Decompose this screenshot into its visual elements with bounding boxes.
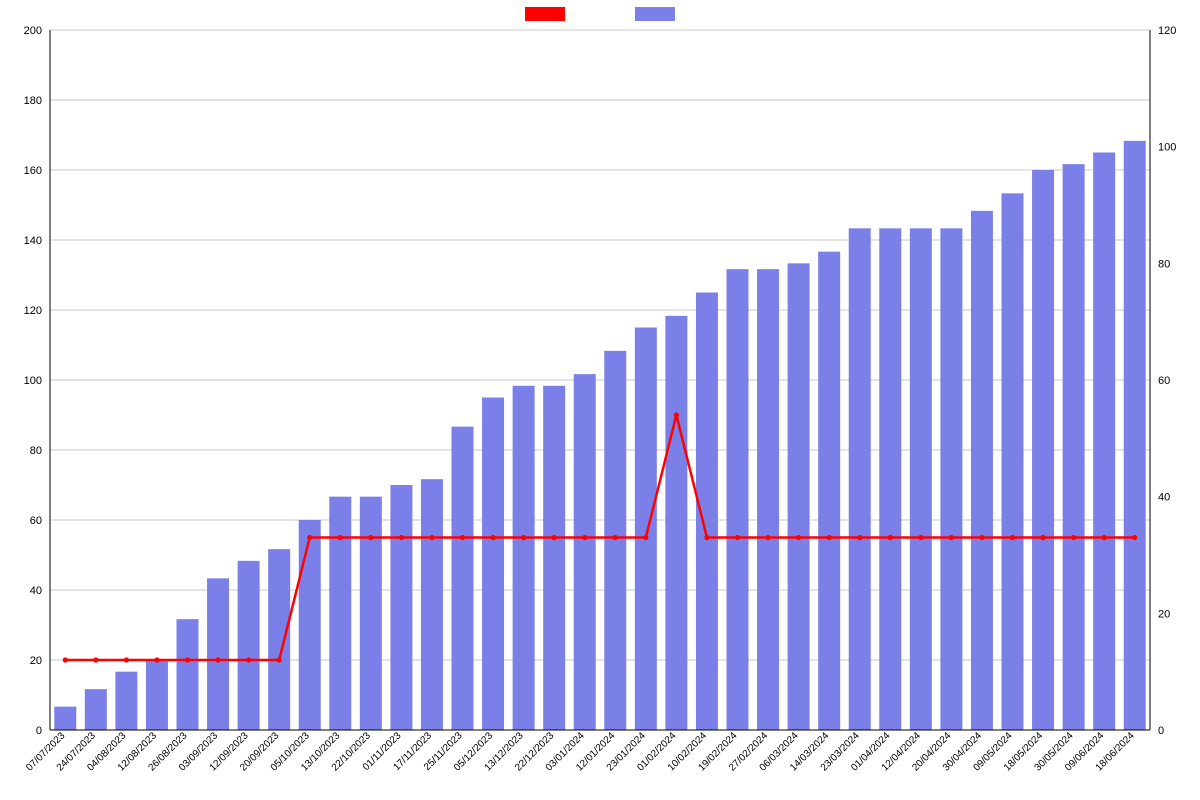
bar [879, 228, 901, 730]
y-right-tick-label: 40 [1158, 492, 1170, 504]
bar [1032, 170, 1054, 730]
bar [513, 386, 535, 730]
line-marker [552, 535, 557, 540]
line-marker [1102, 535, 1107, 540]
bar [727, 269, 749, 730]
line-marker [63, 657, 68, 662]
line-marker [338, 535, 343, 540]
line-marker [429, 535, 434, 540]
line-marker [1040, 535, 1045, 540]
y-right-tick-label: 20 [1158, 608, 1170, 620]
y-left-tick-label: 80 [30, 445, 42, 457]
y-right-tick-label: 60 [1158, 375, 1170, 387]
y-left-tick-label: 160 [24, 165, 42, 177]
line-marker [888, 535, 893, 540]
legend-swatch [525, 7, 565, 21]
y-left-tick-label: 0 [36, 725, 42, 737]
dual-axis-chart: 0 20 40 60 80 100 120 140 160 180 200 0 20 40 60 80 100 1… [0, 0, 1200, 800]
line-marker [124, 657, 129, 662]
bar [452, 427, 474, 730]
line-marker [93, 657, 98, 662]
line-marker [979, 535, 984, 540]
bar [1002, 193, 1024, 730]
line-marker [827, 535, 832, 540]
line-marker [307, 535, 312, 540]
bar [910, 228, 932, 730]
line-marker [765, 535, 770, 540]
line-marker [490, 535, 495, 540]
line-marker [918, 535, 923, 540]
bar [299, 520, 321, 730]
line-marker [796, 535, 801, 540]
bar [1093, 153, 1115, 731]
bar [85, 689, 107, 730]
y-left-tick-label: 40 [30, 585, 42, 597]
line-marker [368, 535, 373, 540]
bar [1124, 141, 1146, 730]
line-marker [399, 535, 404, 540]
line-marker [185, 657, 190, 662]
bar [360, 497, 382, 730]
line-marker [704, 535, 709, 540]
y-left-tick-label: 180 [24, 95, 42, 107]
bar [1063, 164, 1085, 730]
bar [543, 386, 565, 730]
y-left-tick-label: 120 [24, 305, 42, 317]
bar [574, 374, 596, 730]
bar [788, 263, 810, 730]
bar [390, 485, 412, 730]
line-marker [582, 535, 587, 540]
line-marker [460, 535, 465, 540]
y-right-tick-label: 80 [1158, 258, 1170, 270]
bar [146, 660, 168, 730]
bar [421, 479, 443, 730]
line-marker [277, 657, 282, 662]
bar [940, 228, 962, 730]
bar [604, 351, 626, 730]
bar [818, 252, 840, 730]
bar [329, 497, 351, 730]
bar [665, 316, 687, 730]
y-left-tick-label: 100 [24, 375, 42, 387]
line-marker [643, 535, 648, 540]
bar [849, 228, 871, 730]
bar [177, 619, 199, 730]
bar [268, 549, 290, 730]
y-left-tick-label: 60 [30, 515, 42, 527]
y-left-tick-label: 140 [24, 235, 42, 247]
line-marker [521, 535, 526, 540]
line-marker [613, 535, 618, 540]
y-right-tick-label: 120 [1158, 25, 1176, 37]
bar [54, 707, 76, 730]
bar [635, 328, 657, 731]
line-marker [154, 657, 159, 662]
line-marker [246, 657, 251, 662]
line-marker [674, 412, 679, 417]
bar [757, 269, 779, 730]
y-left-tick-label: 20 [30, 655, 42, 667]
legend-swatch [635, 7, 675, 21]
y-right-tick-label: 0 [1158, 725, 1164, 737]
bar [971, 211, 993, 730]
y-left-tick-label: 200 [24, 25, 42, 37]
line-marker [949, 535, 954, 540]
y-right-tick-label: 100 [1158, 142, 1176, 154]
line-marker [735, 535, 740, 540]
bar [207, 578, 229, 730]
line-marker [857, 535, 862, 540]
line-marker [1071, 535, 1076, 540]
line-marker [215, 657, 220, 662]
line-marker [1132, 535, 1137, 540]
bar [482, 398, 504, 731]
bar [238, 561, 260, 730]
bar [115, 672, 137, 730]
line-marker [1010, 535, 1015, 540]
